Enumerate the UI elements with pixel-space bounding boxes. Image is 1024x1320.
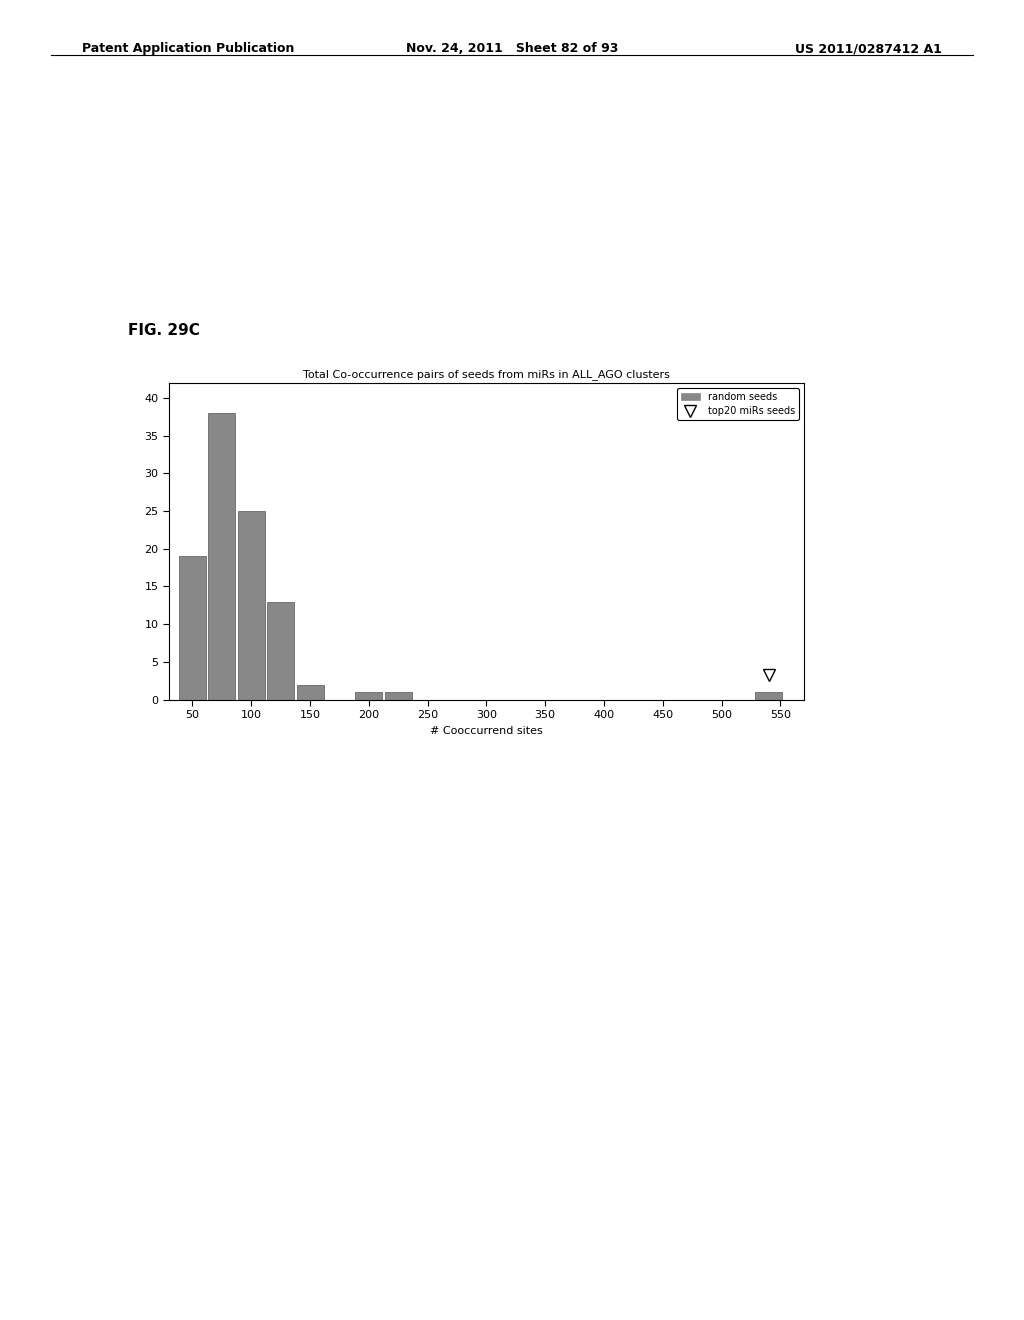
- Text: Nov. 24, 2011   Sheet 82 of 93: Nov. 24, 2011 Sheet 82 of 93: [406, 42, 618, 55]
- X-axis label: # Cooccurrend sites: # Cooccurrend sites: [430, 726, 543, 735]
- Bar: [267, 602, 294, 700]
- Bar: [208, 413, 236, 700]
- Text: Patent Application Publication: Patent Application Publication: [82, 42, 294, 55]
- Text: US 2011/0287412 A1: US 2011/0287412 A1: [796, 42, 942, 55]
- Legend: random seeds, top20 miRs seeds: random seeds, top20 miRs seeds: [677, 388, 799, 420]
- Bar: [385, 692, 412, 700]
- Bar: [297, 685, 324, 700]
- Bar: [238, 511, 265, 700]
- Title: Total Co-occurrence pairs of seeds from miRs in ALL_AGO clusters: Total Co-occurrence pairs of seeds from …: [303, 370, 670, 380]
- Text: FIG. 29C: FIG. 29C: [128, 323, 200, 338]
- Bar: [179, 556, 206, 700]
- Bar: [755, 692, 782, 700]
- Bar: [355, 692, 382, 700]
